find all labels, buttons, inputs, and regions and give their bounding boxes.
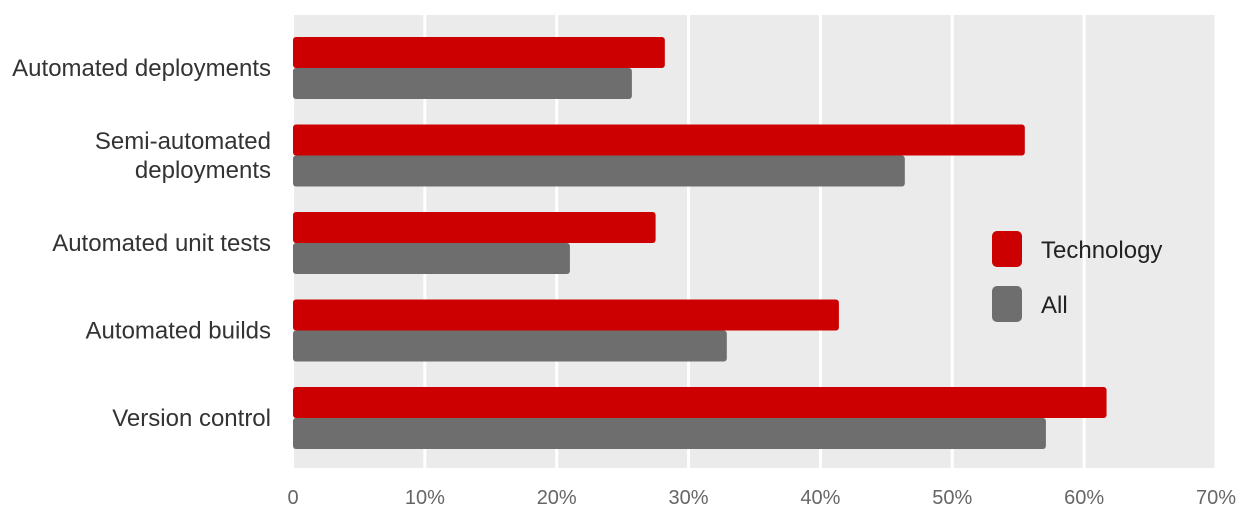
bar-technology xyxy=(293,299,839,331)
legend-label: All xyxy=(1041,292,1068,319)
bar-technology xyxy=(293,212,656,243)
category-label: Version control xyxy=(112,405,271,432)
category-label: deployments xyxy=(135,157,271,184)
x-tick-label: 50% xyxy=(932,487,972,509)
bar-all xyxy=(293,243,570,274)
x-axis-tick-labels: 0 10% 20% 30% 40% 50% 60% 70% xyxy=(287,487,1236,509)
legend-label: Technology xyxy=(1041,237,1162,264)
category-label: Automated unit tests xyxy=(52,230,271,257)
bar-all xyxy=(293,330,727,362)
category-label: Automated deployments xyxy=(12,55,271,82)
category-label: Automated builds xyxy=(86,318,271,345)
x-tick-label: 20% xyxy=(537,487,577,509)
x-tick-label: 40% xyxy=(800,487,840,509)
bar-technology xyxy=(293,387,1107,418)
legend: Technology All xyxy=(992,231,1162,322)
legend-swatch xyxy=(992,286,1022,322)
x-tick-label: 0 xyxy=(287,487,298,509)
category-label: Semi-automated xyxy=(95,128,271,155)
bar-technology xyxy=(293,124,1025,156)
bar-all xyxy=(293,418,1046,449)
bar-all xyxy=(293,68,632,99)
bar-technology xyxy=(293,37,665,68)
x-tick-label: 60% xyxy=(1064,487,1104,509)
bar-all xyxy=(293,155,905,187)
bars xyxy=(293,37,1107,449)
x-tick-label: 10% xyxy=(405,487,445,509)
x-tick-label: 70% xyxy=(1196,487,1236,509)
category-labels: Automated deployments Semi-automateddeplo… xyxy=(12,55,271,432)
legend-swatch xyxy=(992,231,1022,267)
x-tick-label: 30% xyxy=(669,487,709,509)
